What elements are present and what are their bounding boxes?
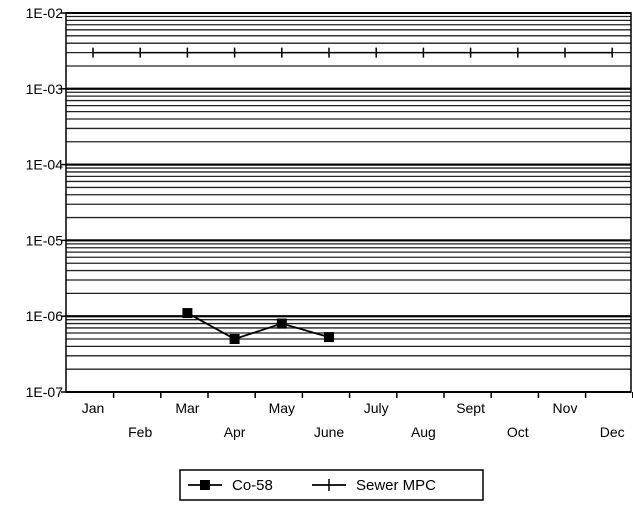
series-layer bbox=[92, 47, 613, 345]
data-point bbox=[182, 308, 193, 319]
legend-label: Co-58 bbox=[232, 477, 273, 494]
x-tick-label: Mar bbox=[175, 400, 199, 416]
y-tick-label: 1E-06 bbox=[26, 308, 64, 324]
x-tick-label: May bbox=[269, 400, 295, 416]
y-tick-label: 1E-03 bbox=[26, 81, 64, 97]
series-sewer-mpc bbox=[92, 47, 613, 58]
legend: Co-58 Sewer MPC bbox=[179, 469, 484, 501]
x-tick-label: Aug bbox=[411, 424, 436, 440]
x-tick-label: July bbox=[364, 400, 389, 416]
data-point bbox=[229, 334, 240, 345]
y-axis: 1E-07 1E-06 1E-05 1E-04 1E-03 1E-02 bbox=[26, 5, 66, 400]
legend-item: Sewer MPC bbox=[312, 477, 436, 494]
legend-marker bbox=[200, 480, 210, 490]
x-tick-label: Apr bbox=[224, 424, 246, 440]
x-tick-label: Nov bbox=[553, 400, 578, 416]
x-axis: Jan Feb Mar Apr May June July Aug Sept Oct Nov Dec bbox=[82, 392, 633, 440]
series-line bbox=[186, 312, 330, 340]
legend-label: Sewer MPC bbox=[356, 477, 436, 494]
y-tick-label: 1E-02 bbox=[26, 5, 64, 21]
x-tick-label: Jan bbox=[82, 400, 105, 416]
x-tick-label: Dec bbox=[600, 424, 625, 440]
x-tick-label: Feb bbox=[128, 424, 152, 440]
plot-frame bbox=[65, 12, 632, 393]
y-tick-label: 1E-07 bbox=[26, 384, 64, 400]
x-tick-label: Oct bbox=[507, 424, 529, 440]
x-tick-label: Sept bbox=[456, 400, 485, 416]
legend-item: Co-58 bbox=[188, 477, 273, 494]
data-point bbox=[276, 318, 287, 329]
data-point bbox=[324, 332, 334, 343]
series-co-58 bbox=[182, 308, 334, 345]
x-tick-label: June bbox=[314, 424, 345, 440]
gridlines bbox=[66, 12, 631, 393]
y-tick-label: 1E-04 bbox=[26, 157, 64, 173]
y-tick-label: 1E-05 bbox=[26, 232, 64, 248]
